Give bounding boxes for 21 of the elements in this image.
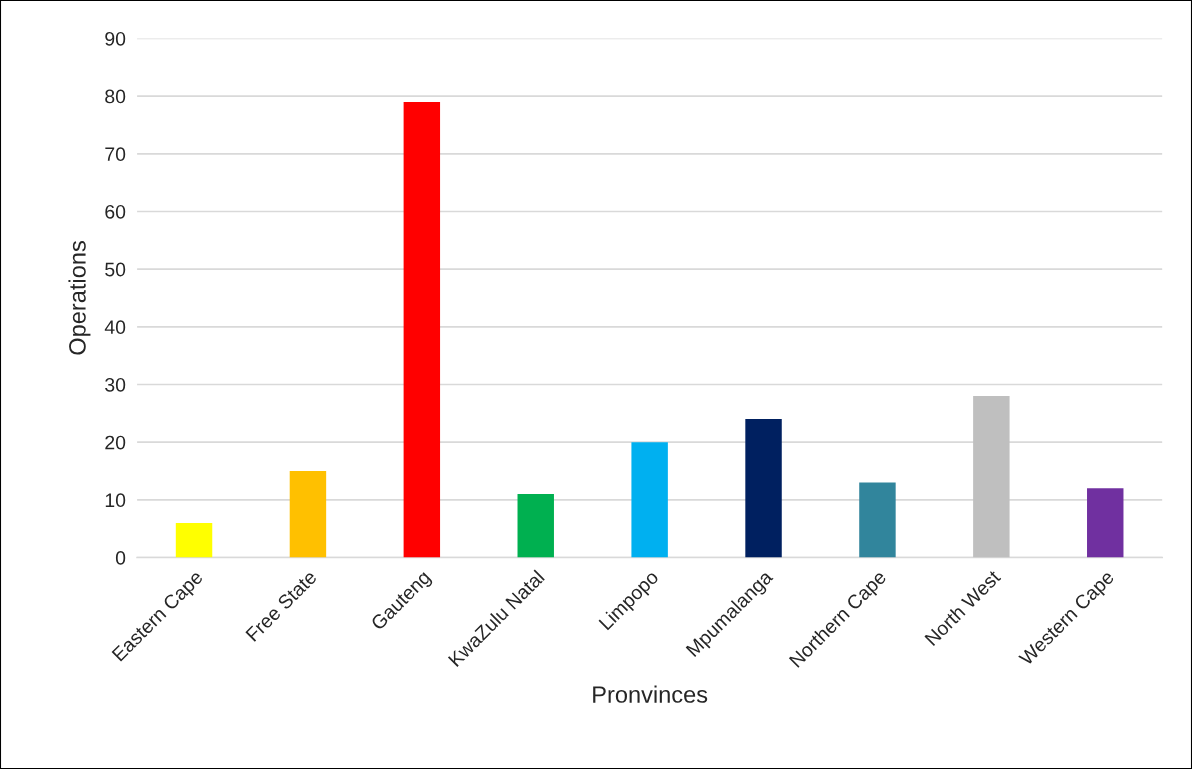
y-tick-label: 80 xyxy=(105,89,126,104)
y-tick-label: 30 xyxy=(105,377,126,392)
bar xyxy=(973,396,1010,558)
y-axis-title: Operations xyxy=(68,241,91,355)
bar xyxy=(745,419,782,558)
bar xyxy=(403,101,441,558)
y-tick-label: 20 xyxy=(105,435,126,450)
y-tick-label: 50 xyxy=(105,262,126,277)
y-tick-label: 70 xyxy=(105,147,126,162)
y-tick-label: 10 xyxy=(105,493,126,508)
bar xyxy=(1087,488,1124,558)
bar xyxy=(289,471,327,558)
x-axis-title: Pronvinces xyxy=(593,685,708,703)
y-tick-label: 90 xyxy=(105,31,126,46)
y-tick-label: 0 xyxy=(115,550,126,565)
y-tick-label: 40 xyxy=(104,320,126,335)
bar xyxy=(175,522,213,558)
y-tick-label: 60 xyxy=(105,204,126,219)
bar xyxy=(517,494,554,558)
bar xyxy=(859,482,896,558)
bar xyxy=(631,442,668,558)
